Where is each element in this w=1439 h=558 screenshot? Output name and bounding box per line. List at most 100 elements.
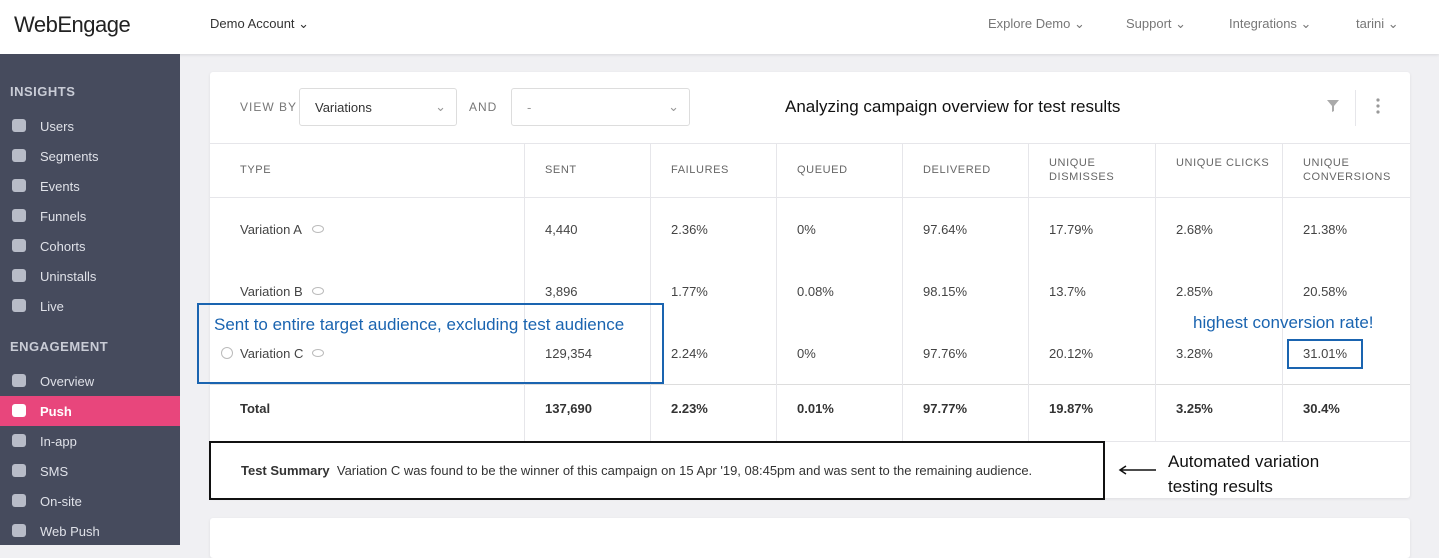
cell-value: 3,896 [545, 284, 578, 299]
top-menu-item[interactable]: Integrations ⌄ [1229, 16, 1312, 31]
nav-icon [12, 434, 26, 447]
total-value: 0.01% [797, 401, 834, 416]
cell-value: 21.38% [1303, 222, 1348, 237]
nav-item[interactable]: Events [40, 179, 80, 194]
column-header: DELIVERED [923, 164, 991, 176]
and-value: - [527, 100, 532, 115]
column-divider [1282, 143, 1283, 441]
nav-item[interactable]: Users [40, 119, 74, 134]
active-bg [0, 396, 180, 426]
cell-value: 1.77% [671, 284, 708, 299]
top-bar: WebEngage Demo Account ⌄ Explore Demo ⌄ S… [0, 0, 1439, 54]
nav-item[interactable]: Uninstalls [40, 269, 97, 284]
variation-name[interactable]: Variation A [240, 222, 302, 237]
nav-icon [12, 209, 26, 222]
nav-icon [12, 179, 26, 192]
column-divider [650, 143, 651, 441]
nav-item[interactable]: Push [40, 404, 72, 419]
total-value: 97.77% [923, 401, 968, 416]
account-menu[interactable]: Demo Account ⌄ [210, 16, 310, 31]
cell-value: 0.08% [797, 284, 834, 299]
nav-item[interactable]: In-app [40, 434, 77, 449]
total-value: 30.4% [1303, 401, 1340, 416]
info-icon [221, 347, 233, 359]
nav-item[interactable]: Segments [40, 149, 99, 164]
annotation-title: Analyzing campaign overview for test res… [785, 97, 1121, 116]
nav-icon [12, 269, 26, 282]
sidebar-section: ENGAGEMENT [10, 339, 109, 354]
column-header: TYPE [240, 164, 272, 176]
divider [1355, 90, 1356, 126]
and-label: AND [469, 100, 498, 114]
column-divider [1155, 143, 1156, 441]
cell-value: 20.12% [1049, 346, 1094, 361]
eye-icon [312, 225, 324, 233]
column-header: QUEUED [797, 164, 848, 176]
cell-value: 20.58% [1303, 284, 1348, 299]
logo[interactable]: WebEngage [14, 12, 131, 37]
total-value: 2.23% [671, 401, 708, 416]
column-divider [524, 143, 525, 441]
column-header: UNIQUE CONVERSIONS [1303, 157, 1391, 183]
nav-icon [12, 524, 26, 537]
more-icon[interactable] [1376, 98, 1380, 114]
nav-icon [12, 374, 26, 387]
summary-box: Test Summary Variation C was found to be… [209, 441, 1105, 500]
view-by-value: Variations [315, 100, 372, 115]
nav-item[interactable]: SMS [40, 464, 69, 479]
and-select[interactable]: - ⌄ [511, 88, 690, 126]
nav-icon [12, 239, 26, 252]
nav-icon [12, 494, 26, 507]
filter-icon[interactable] [1327, 100, 1339, 112]
annotation-conversion: highest conversion rate! [1193, 313, 1374, 332]
cell-value: 13.7% [1049, 284, 1086, 299]
cell-value: 4,440 [545, 222, 578, 237]
cell-value: 2.85% [1176, 284, 1213, 299]
cell-value: 2.68% [1176, 222, 1213, 237]
cell-value: 17.79% [1049, 222, 1094, 237]
annotation-automated: Automated variation testing results [1168, 452, 1320, 496]
summary-text: Variation C was found to be the winner o… [336, 463, 1033, 478]
next-card [210, 518, 1410, 558]
top-menu-item[interactable]: Support ⌄ [1126, 16, 1187, 31]
cell-value: 2.36% [671, 222, 708, 237]
menu-label: Support [1126, 16, 1172, 31]
cell-value: 3.28% [1176, 346, 1213, 361]
annotation-arrow [1118, 465, 1156, 475]
column-header: UNIQUE DISMISSES [1049, 157, 1115, 183]
eye-icon [312, 287, 324, 295]
nav-item[interactable]: On-site [40, 494, 82, 509]
eye-icon [312, 349, 324, 357]
cell-value: 2.24% [671, 346, 708, 361]
account-name: Demo Account [210, 16, 295, 31]
cell-value: 0% [797, 222, 816, 237]
nav-item[interactable]: Web Push [40, 524, 100, 539]
cell-value: 0% [797, 346, 816, 361]
nav-item[interactable]: Funnels [40, 209, 87, 224]
total-value: 137,690 [545, 401, 592, 416]
divider [210, 197, 1410, 198]
total-value: 19.87% [1049, 401, 1094, 416]
nav-item[interactable]: Overview [40, 374, 95, 389]
column-header: FAILURES [671, 164, 729, 176]
annotation-box [197, 303, 664, 384]
nav-icon [12, 149, 26, 162]
cell-value: 97.76% [923, 346, 968, 361]
view-by-label: VIEW BY [240, 100, 298, 114]
cell-value: 31.01% [1303, 346, 1348, 361]
menu-label: Explore Demo [988, 16, 1071, 31]
top-menu-item[interactable]: tarini ⌄ [1356, 16, 1399, 31]
total-label: Total [240, 401, 271, 416]
nav-icon [12, 464, 26, 477]
nav-item[interactable]: Live [40, 299, 64, 314]
sidebar: INSIGHTS Users Segments Events Funnels Cohort… [0, 54, 180, 545]
total-value: 3.25% [1176, 401, 1213, 416]
top-menu-item[interactable]: Explore Demo ⌄ [988, 16, 1085, 31]
variation-name[interactable]: Variation C [240, 346, 304, 361]
variation-name[interactable]: Variation B [240, 284, 303, 299]
nav-item[interactable]: Cohorts [40, 239, 86, 254]
menu-label: Integrations [1229, 16, 1297, 31]
summary-label: Test Summary [241, 463, 330, 478]
view-by-select[interactable]: Variations ⌄ [299, 88, 457, 126]
cell-value: 97.64% [923, 222, 968, 237]
